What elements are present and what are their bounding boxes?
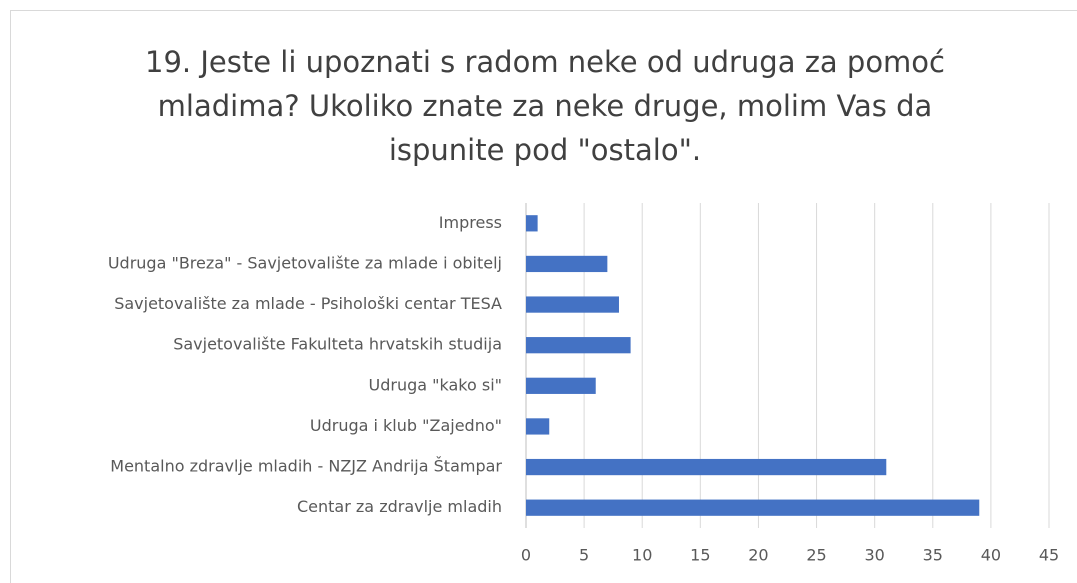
x-tick-label: 0 (521, 546, 531, 565)
x-tick-label: 45 (1039, 546, 1059, 565)
y-tick-label: Udruga "kako si" (369, 375, 503, 394)
chart-frame (10, 10, 1077, 583)
chart-title: 19. Jeste li upoznati s radom neke od ud… (145, 45, 945, 167)
y-tick-label: Udruga "Breza" - Savjetovalište za mlade… (108, 253, 502, 272)
bar (526, 499, 980, 516)
y-tick-label: Mentalno zdravlje mladih - NZJZ Andrija … (110, 457, 502, 476)
x-tick-label: 35 (923, 546, 943, 565)
x-tick-label: 5 (579, 546, 589, 565)
bar (526, 296, 619, 313)
x-tick-label: 15 (690, 546, 710, 565)
y-tick-label: Savjetovalište za mlade - Psihološki cen… (114, 294, 502, 313)
y-tick-label: Savjetovalište Fakulteta hrvatskih studi… (173, 335, 502, 354)
y-tick-label: Udruga i klub "Zajedno" (310, 416, 502, 435)
bar (526, 418, 550, 435)
x-tick-label: 40 (981, 546, 1001, 565)
y-tick-label: Impress (439, 213, 502, 232)
x-tick-label: 20 (748, 546, 768, 565)
bar (526, 377, 596, 394)
x-tick-label: 30 (864, 546, 884, 565)
y-tick-label: Centar za zdravlje mladih (297, 497, 502, 516)
x-tick-label: 10 (632, 546, 652, 565)
bar (526, 337, 631, 354)
bar (526, 215, 538, 232)
x-tick-label: 25 (806, 546, 826, 565)
bar (526, 255, 608, 273)
bar (526, 458, 887, 476)
